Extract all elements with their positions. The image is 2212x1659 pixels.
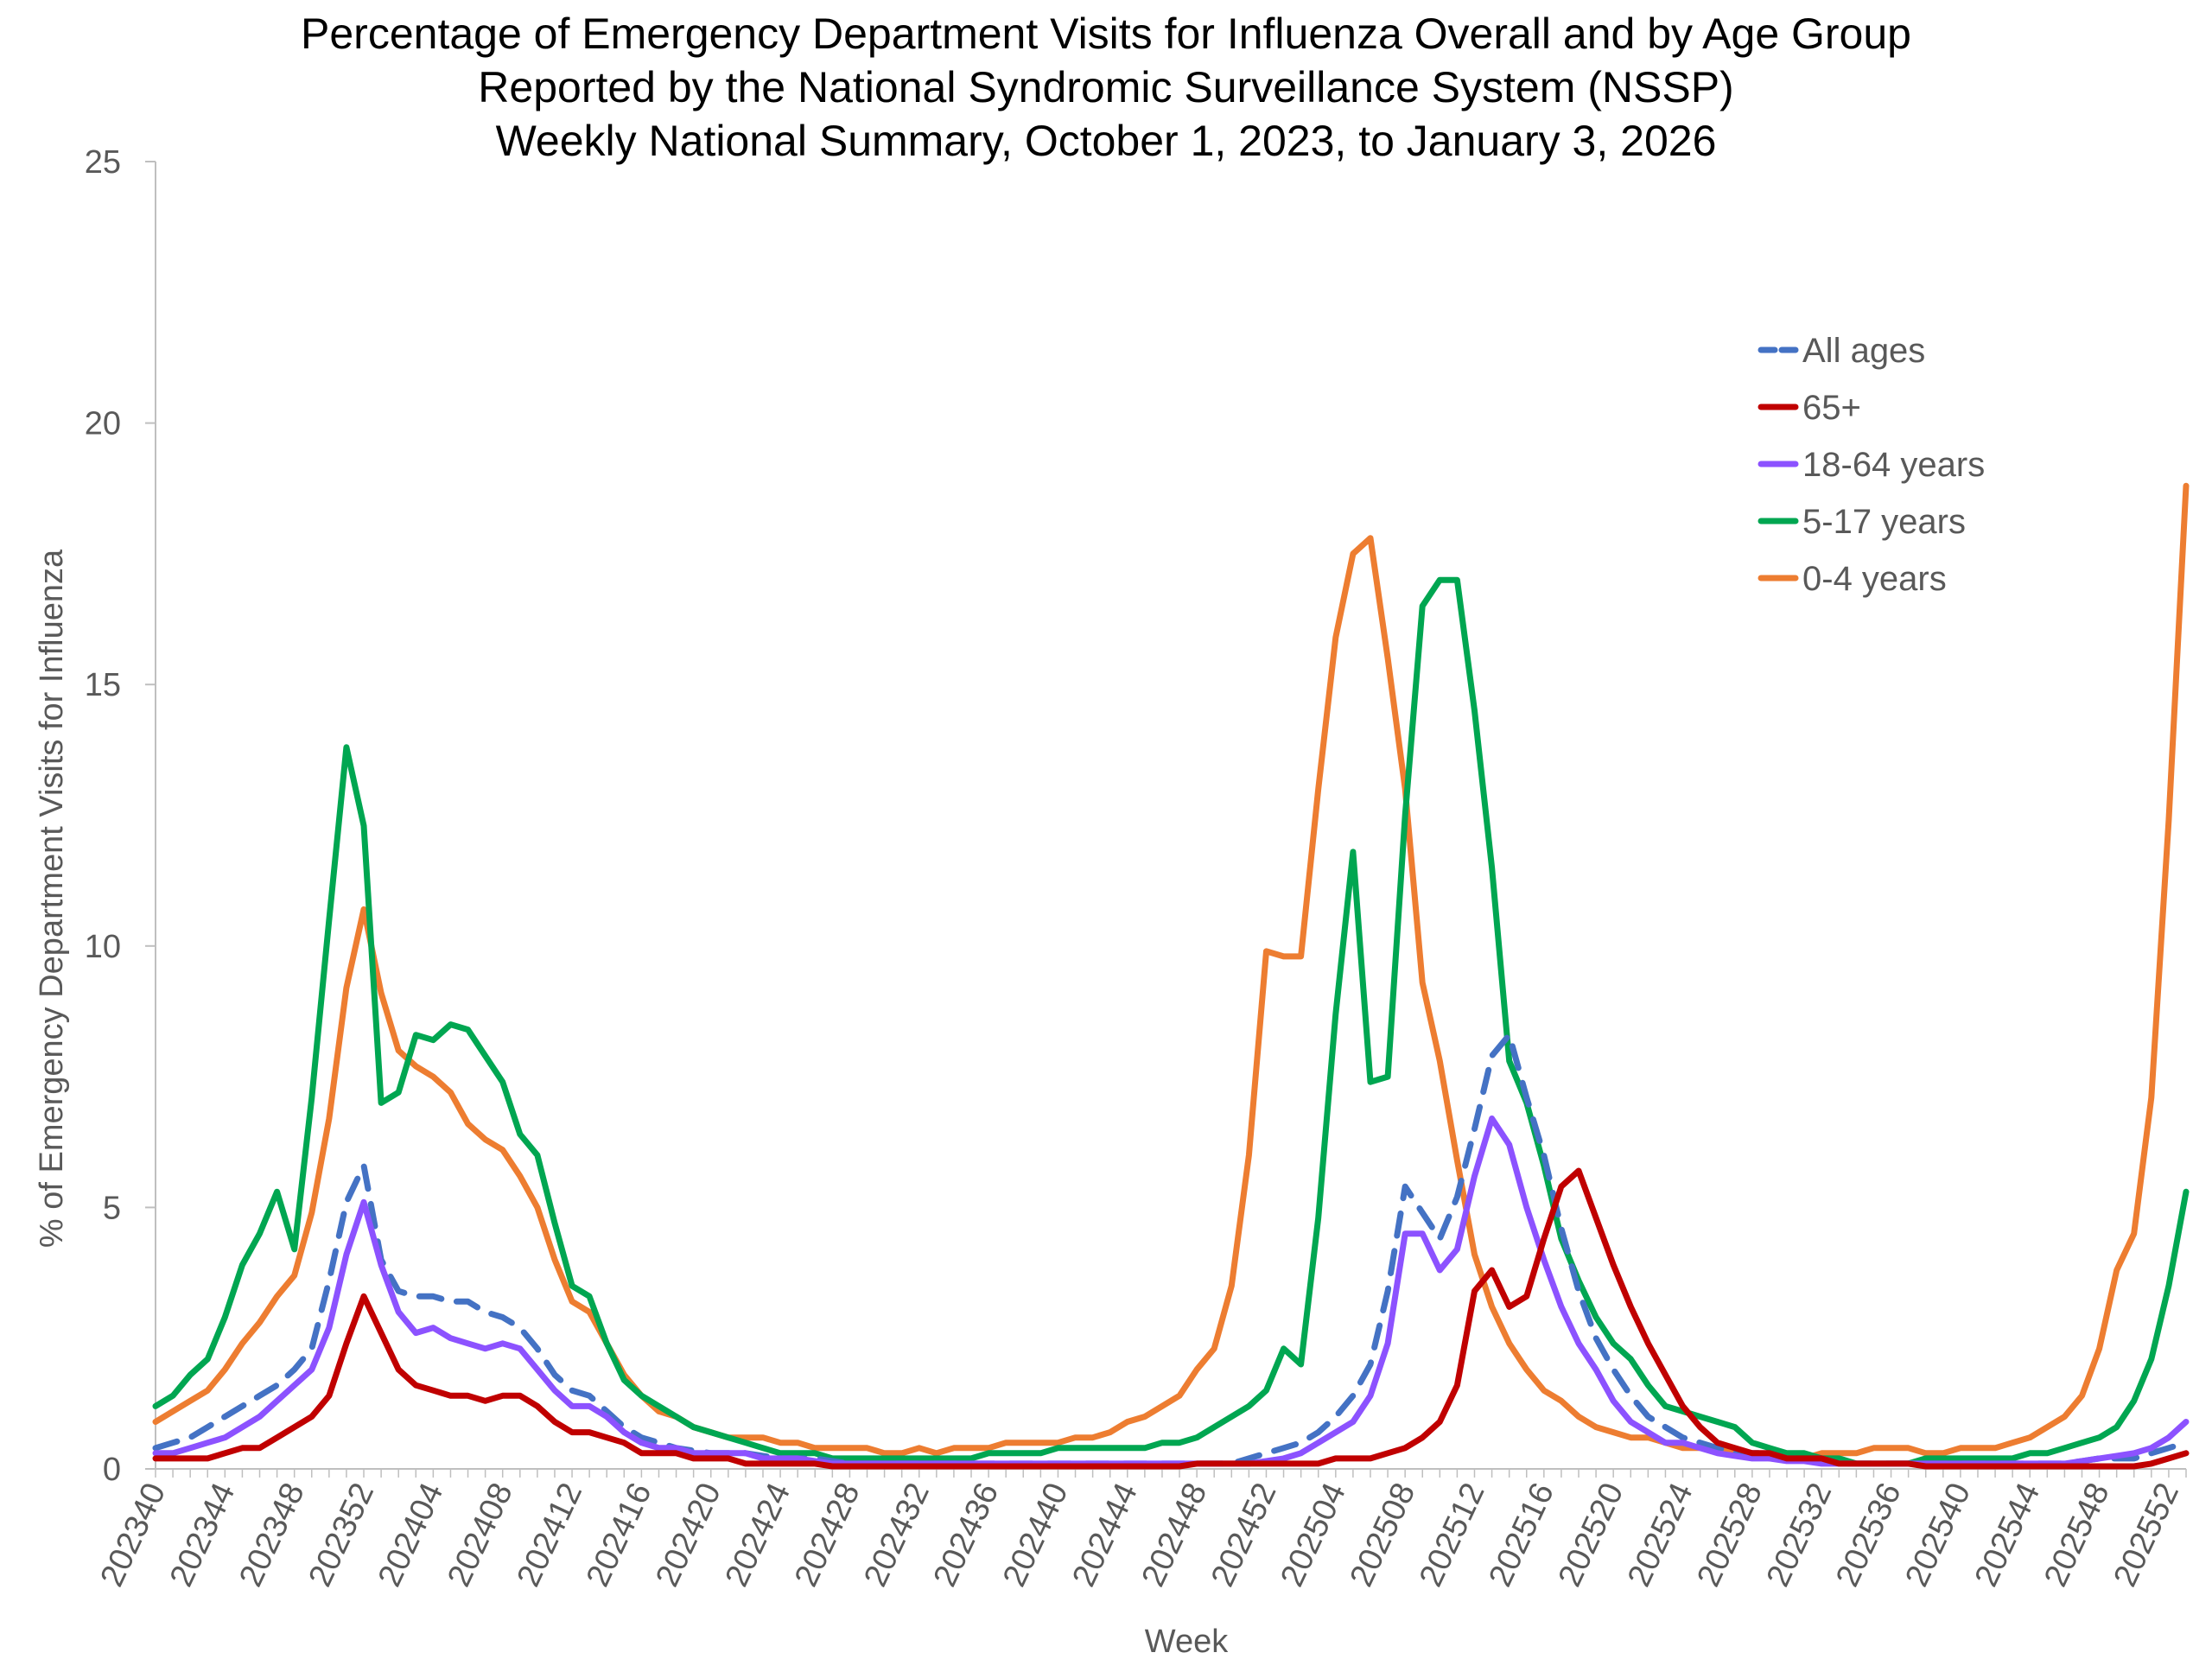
x-tick-label: 202404 <box>372 1478 451 1592</box>
y-tick-label: 5 <box>103 1190 121 1226</box>
x-tick-label: 202552 <box>2107 1478 2186 1592</box>
legend-label: 5-17 years <box>1802 503 1966 541</box>
chart-title-line-1: Percentage of Emergency Department Visit… <box>301 10 1911 58</box>
x-tick-label: 202544 <box>1968 1478 2048 1592</box>
x-tick-label: 202452 <box>1205 1478 1284 1592</box>
x-tick-label: 202412 <box>511 1478 590 1592</box>
x-tick-label: 202348 <box>232 1478 312 1592</box>
y-tick-label: 10 <box>85 929 121 965</box>
chart-title-line-3: Weekly National Summary, October 1, 2023… <box>495 117 1717 165</box>
x-tick-label: 202440 <box>996 1478 1076 1592</box>
y-tick-label: 25 <box>85 144 121 181</box>
x-tick-label: 202524 <box>1621 1478 1700 1592</box>
y-tick-label: 0 <box>103 1452 121 1488</box>
x-tick-label: 202516 <box>1482 1478 1561 1592</box>
legend-label: 0-4 years <box>1802 560 1947 598</box>
x-tick-label: 202432 <box>857 1478 937 1592</box>
series-line-0-4-years <box>152 482 2190 1462</box>
y-tick-label: 20 <box>85 406 121 442</box>
x-tick-label: 202352 <box>302 1478 382 1592</box>
y-tick-label: 15 <box>85 667 121 703</box>
x-tick-label: 202536 <box>1829 1478 1909 1592</box>
x-tick-label: 202420 <box>649 1478 728 1592</box>
y-axis-label: % of Emergency Department Visits for Inf… <box>34 549 70 1248</box>
x-axis-label: Week <box>1145 1624 1229 1659</box>
x-tick-label: 202344 <box>163 1478 243 1592</box>
x-tick-label: 202448 <box>1135 1478 1215 1592</box>
x-tick-label: 202340 <box>93 1478 173 1592</box>
series-line-65- <box>152 1167 2190 1470</box>
x-tick-label: 202528 <box>1690 1478 1770 1592</box>
series-lines <box>152 482 2190 1470</box>
x-tick-label: 202416 <box>580 1478 659 1592</box>
chart-title-line-2: Reported by the National Syndromic Surve… <box>478 63 1734 111</box>
chart-title: Percentage of Emergency Department Visit… <box>0 7 2212 168</box>
x-tick-label: 202436 <box>927 1478 1007 1592</box>
legend-label: 65+ <box>1802 389 1861 427</box>
x-tick-label: 202408 <box>441 1478 520 1592</box>
legend: All ages 65+ 18-64 years 5-17 years 0-4 year… <box>1758 332 1985 598</box>
x-tick-label: 202444 <box>1065 1478 1145 1592</box>
x-tick-label: 202520 <box>1552 1478 1631 1592</box>
series-line-18-64-years <box>152 1116 2190 1467</box>
x-tick-label: 202540 <box>1898 1478 1978 1592</box>
series-line-5-17-years <box>152 576 2190 1467</box>
x-tick-label: 202424 <box>719 1478 798 1592</box>
x-tick-label: 202512 <box>1413 1478 1492 1592</box>
legend-label: 18-64 years <box>1802 446 1985 484</box>
legend-label: All ages <box>1802 332 1925 370</box>
x-tick-label: 202508 <box>1344 1478 1423 1592</box>
x-tick-label: 202548 <box>2037 1478 2117 1592</box>
x-tick-label: 202504 <box>1274 1478 1353 1592</box>
x-tick-label: 202532 <box>1760 1478 1840 1592</box>
x-tick-label: 202428 <box>788 1478 868 1592</box>
